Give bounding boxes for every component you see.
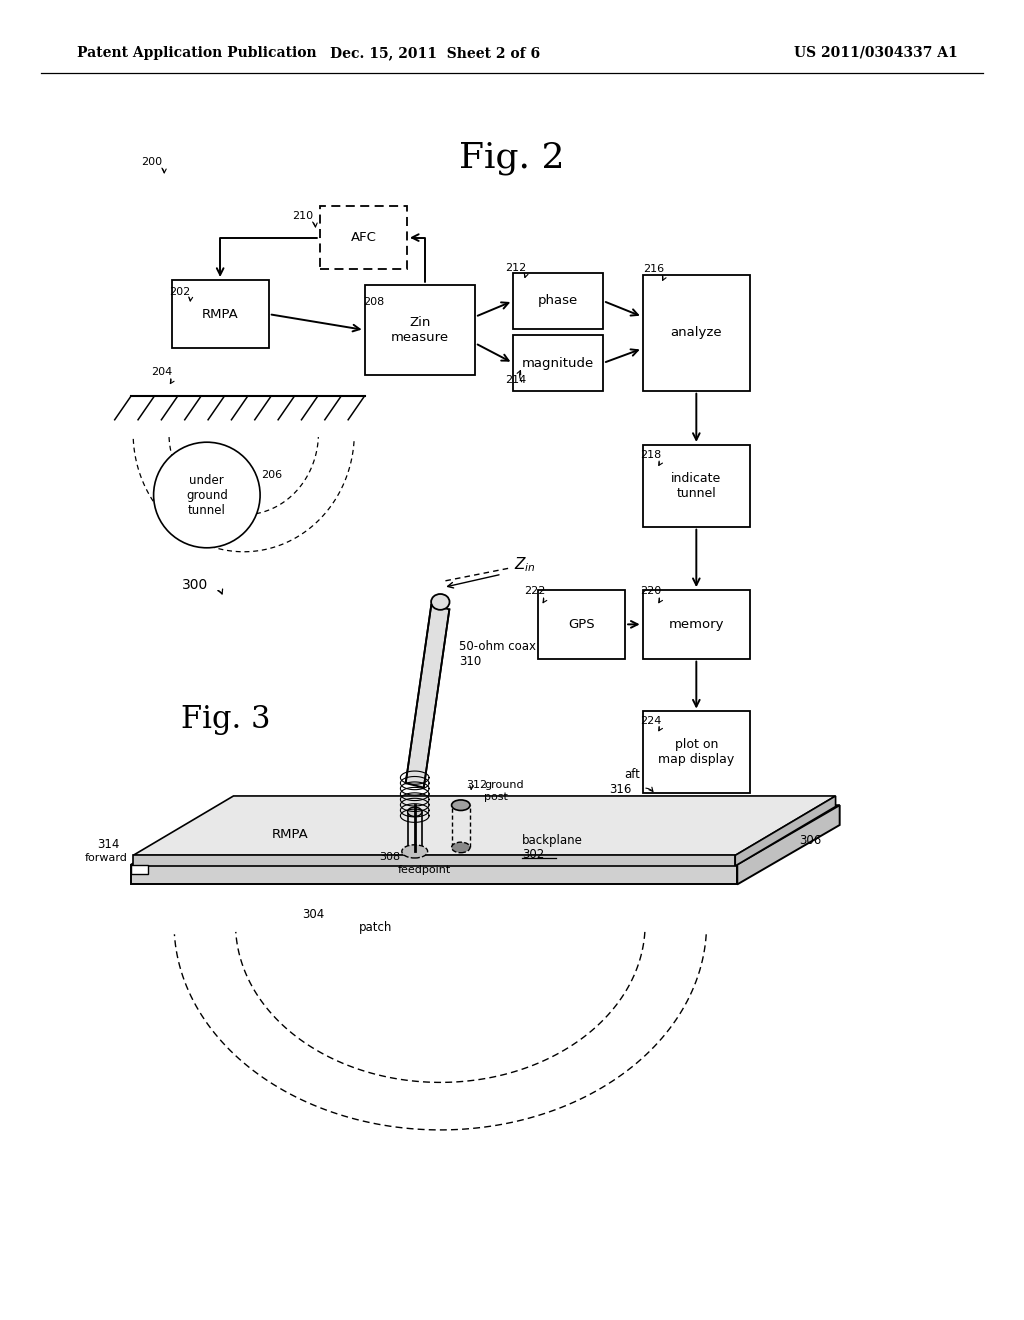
Text: 300: 300 — [182, 578, 209, 591]
Ellipse shape — [452, 842, 470, 853]
FancyBboxPatch shape — [171, 280, 268, 348]
Text: 200: 200 — [141, 157, 163, 168]
Text: 50-ohm coax: 50-ohm coax — [459, 640, 536, 653]
Text: 308: 308 — [379, 851, 400, 862]
Polygon shape — [737, 805, 840, 884]
Text: 212: 212 — [505, 263, 526, 273]
Text: forward: forward — [85, 853, 128, 863]
Text: 206: 206 — [261, 470, 283, 480]
Text: 208: 208 — [364, 297, 385, 308]
Ellipse shape — [452, 800, 470, 810]
Polygon shape — [406, 605, 450, 788]
Polygon shape — [735, 796, 836, 866]
Text: patch: patch — [358, 921, 392, 935]
Text: 214: 214 — [505, 375, 526, 385]
Text: RMPA: RMPA — [202, 308, 239, 321]
Text: 216: 216 — [643, 264, 665, 275]
Text: 312: 312 — [466, 780, 487, 791]
Text: US 2011/0304337 A1: US 2011/0304337 A1 — [794, 46, 957, 59]
Text: 224: 224 — [640, 715, 662, 726]
Text: 210: 210 — [292, 211, 313, 222]
Text: $Z_{in}$: $Z_{in}$ — [514, 556, 536, 574]
Text: GPS: GPS — [568, 618, 595, 631]
FancyBboxPatch shape — [365, 285, 475, 375]
FancyBboxPatch shape — [513, 273, 603, 329]
Text: Zin
measure: Zin measure — [391, 315, 449, 345]
Text: phase: phase — [538, 294, 579, 308]
Text: analyze: analyze — [671, 326, 722, 339]
Text: plot on
map display: plot on map display — [658, 738, 734, 767]
Text: 304: 304 — [302, 908, 325, 921]
FancyBboxPatch shape — [643, 590, 750, 659]
Text: 220: 220 — [640, 586, 662, 597]
Text: 306: 306 — [799, 834, 821, 847]
Text: 222: 222 — [524, 586, 546, 597]
FancyBboxPatch shape — [513, 335, 603, 391]
Text: 310: 310 — [459, 655, 481, 668]
Text: 218: 218 — [640, 450, 662, 461]
Text: under
ground
tunnel: under ground tunnel — [186, 474, 227, 516]
Text: RMPA: RMPA — [271, 828, 308, 841]
Text: Fig. 3: Fig. 3 — [180, 704, 270, 735]
Text: 302: 302 — [522, 847, 545, 861]
Text: 314: 314 — [97, 838, 120, 851]
FancyBboxPatch shape — [539, 590, 625, 659]
Text: indicate
tunnel: indicate tunnel — [671, 471, 722, 500]
Text: Fig. 2: Fig. 2 — [459, 141, 565, 176]
Ellipse shape — [154, 442, 260, 548]
Polygon shape — [133, 796, 836, 855]
Text: 316: 316 — [609, 783, 632, 796]
Text: memory: memory — [669, 618, 724, 631]
FancyBboxPatch shape — [643, 711, 750, 793]
Text: AFC: AFC — [350, 231, 377, 244]
Text: 202: 202 — [169, 286, 190, 297]
FancyBboxPatch shape — [319, 206, 408, 269]
Polygon shape — [131, 865, 148, 874]
Text: aft: aft — [625, 768, 641, 781]
Text: post: post — [484, 792, 508, 803]
Text: magnitude: magnitude — [522, 356, 594, 370]
Ellipse shape — [431, 594, 450, 610]
Polygon shape — [131, 805, 840, 865]
Text: Patent Application Publication: Patent Application Publication — [77, 46, 316, 59]
FancyBboxPatch shape — [643, 445, 750, 527]
Polygon shape — [133, 855, 735, 866]
Text: feedpoint: feedpoint — [397, 865, 451, 875]
Text: backplane: backplane — [522, 834, 583, 847]
FancyBboxPatch shape — [643, 275, 750, 391]
Ellipse shape — [401, 845, 428, 858]
Ellipse shape — [408, 808, 422, 816]
Polygon shape — [131, 865, 737, 884]
Text: ground: ground — [484, 780, 524, 791]
Text: 204: 204 — [152, 367, 173, 378]
Text: Dec. 15, 2011  Sheet 2 of 6: Dec. 15, 2011 Sheet 2 of 6 — [330, 46, 541, 59]
